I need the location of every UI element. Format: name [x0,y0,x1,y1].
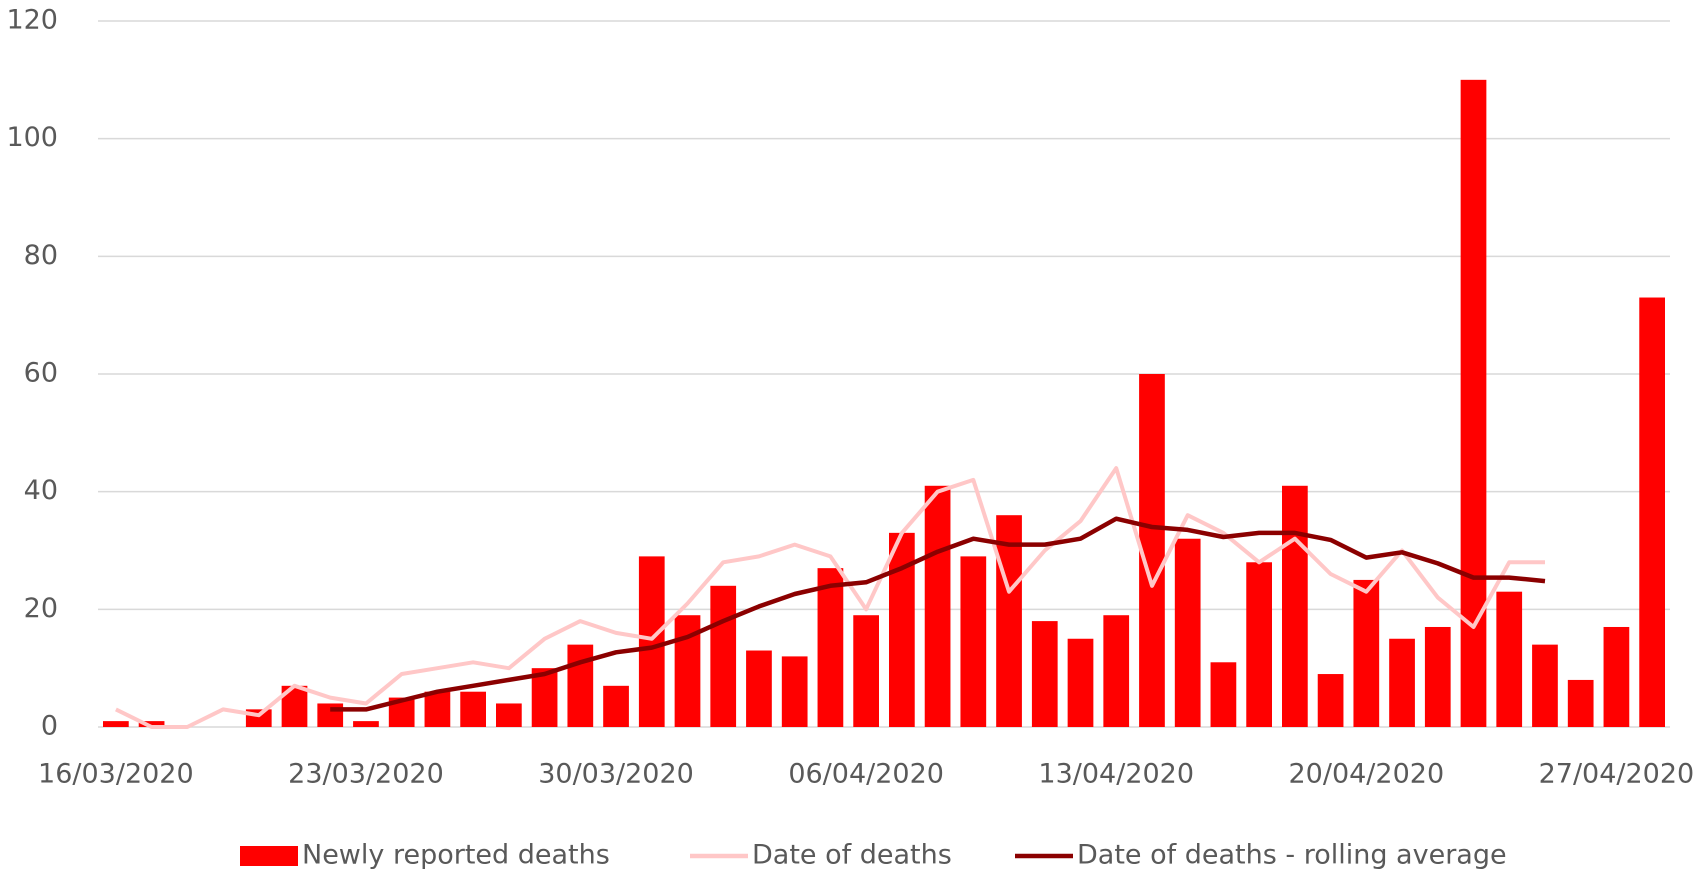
bar [1067,638,1094,727]
bar [1424,626,1451,727]
bar [603,685,629,727]
bar [746,650,772,727]
bar [638,556,665,727]
bar [960,556,987,727]
bar [567,644,594,727]
bar [1496,591,1523,727]
x-tick-label: 06/04/2020 [788,759,944,790]
y-tick-label: 20 [24,593,58,624]
x-tick-label: 13/04/2020 [1038,759,1194,790]
bar [353,721,379,727]
bar [1317,674,1344,727]
line [115,466,1545,729]
y-tick-label: 60 [24,358,58,389]
bar [1246,562,1272,727]
bar [496,703,522,727]
bar [1639,297,1665,727]
bar [924,485,951,727]
bar [817,568,844,727]
y-tick-label: 40 [24,475,58,506]
y-tick-label: 80 [24,240,58,271]
legend-swatch [240,846,298,866]
bar [1103,615,1130,727]
bar [1174,538,1201,727]
bar [1567,679,1594,727]
bar [1353,579,1380,727]
bar [424,691,451,727]
bar [781,656,808,727]
legend-label: Date of deaths - rolling average [1077,840,1507,871]
legend-label: Date of deaths [752,840,952,871]
bar [531,668,558,727]
bar [1031,621,1058,727]
y-tick-label: 120 [6,5,58,36]
x-tick-label: 23/03/2020 [288,759,444,790]
bar [996,515,1022,727]
bar [1282,485,1308,727]
bar [103,721,129,727]
bar [317,703,344,727]
legend-label: Newly reported deaths [302,840,610,871]
bar [1139,374,1165,727]
bar [853,615,879,727]
y-tick-label: 100 [6,122,58,153]
bar [1210,662,1237,727]
bar [1532,644,1558,727]
bar [1460,79,1487,728]
bar [1603,626,1630,727]
bar [460,691,486,727]
x-tick-label: 20/04/2020 [1289,759,1445,790]
line [330,516,1546,712]
bar [1389,638,1415,727]
y-tick-label: 0 [41,711,58,742]
x-tick-label: 30/03/2020 [538,759,694,790]
bar [138,721,165,727]
x-tick-label: 27/04/2020 [1539,759,1695,790]
x-tick-label: 16/03/2020 [38,759,194,790]
bar [710,585,737,727]
